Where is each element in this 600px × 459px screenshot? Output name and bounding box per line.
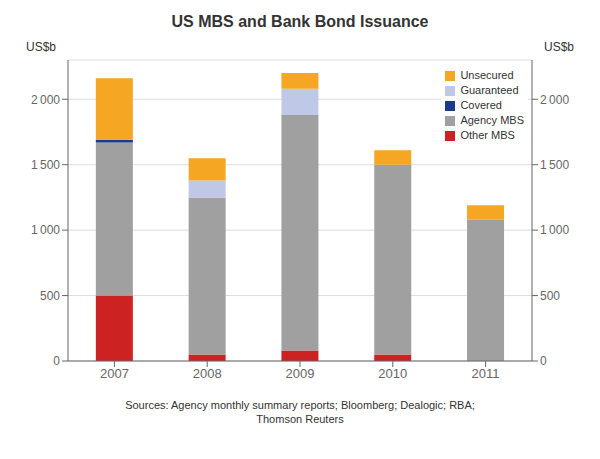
svg-text:500: 500 [40, 289, 60, 303]
svg-text:1 500: 1 500 [31, 158, 60, 172]
svg-text:2007: 2007 [100, 366, 129, 381]
html-text:US$b: US$b [26, 40, 56, 54]
svg-text:0: 0 [53, 354, 60, 368]
svg-text:2010: 2010 [378, 366, 407, 381]
svg-text:1 000: 1 000 [540, 223, 569, 237]
html-text:Covered: Covered [460, 99, 502, 111]
svg-text:500: 500 [540, 289, 560, 303]
svg-text:2 000: 2 000 [540, 93, 569, 107]
svg-text:0: 0 [540, 354, 547, 368]
html-text:US$b: US$b [544, 40, 574, 54]
svg-text:1 500: 1 500 [540, 158, 569, 172]
svg-text:2011: 2011 [472, 366, 500, 381]
svg-text:2009: 2009 [286, 366, 315, 381]
html-text:Sources: Agency monthly summar: Sources: Agency monthly summary reports;… [125, 399, 475, 425]
html-text:Agency MBS: Agency MBS [460, 114, 524, 126]
html-text:US MBS and Bank Bond Issuance: US MBS and Bank Bond Issuance [171, 13, 429, 30]
html-text:Unsecured: Unsecured [460, 69, 514, 81]
html-text:Other MBS: Other MBS [460, 129, 515, 141]
svg-text:2008: 2008 [193, 366, 222, 381]
svg-text:2 000: 2 000 [31, 93, 60, 107]
html-text:Guaranteed: Guaranteed [460, 84, 519, 96]
svg-text:1 000: 1 000 [31, 223, 60, 237]
